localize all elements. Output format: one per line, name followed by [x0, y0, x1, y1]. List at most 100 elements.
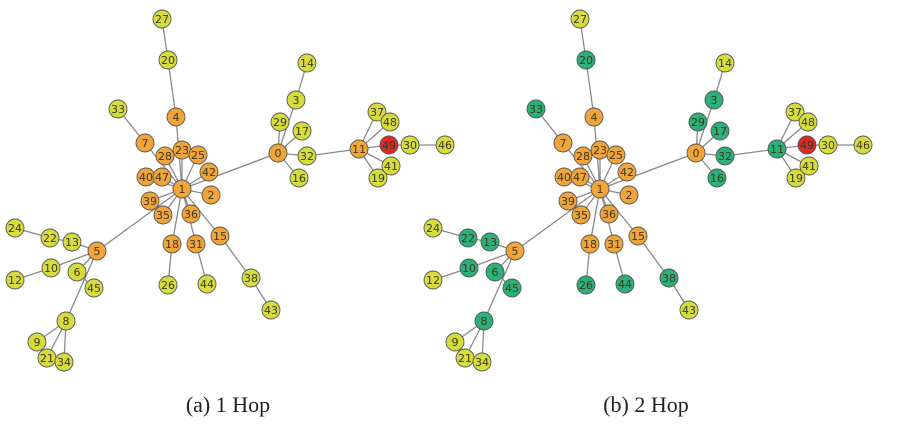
node-circle-42: [617, 162, 637, 182]
node-49: 49: [797, 135, 817, 155]
node-25: 25: [606, 145, 626, 165]
node-26: 26: [576, 275, 596, 295]
node-circle-19: [786, 168, 806, 188]
node-33: 33: [526, 99, 546, 119]
node-label-49: 49: [382, 139, 396, 152]
node-circle-35: [153, 205, 173, 225]
node-label-0: 0: [693, 147, 700, 160]
node-label-12: 12: [8, 274, 22, 287]
node-label-22: 22: [43, 232, 57, 245]
node-12: 12: [5, 270, 25, 290]
node-label-35: 35: [156, 209, 170, 222]
node-circle-0: [686, 143, 706, 163]
node-10: 10: [41, 258, 61, 278]
node-5: 5: [505, 241, 525, 261]
node-47: 47: [152, 167, 172, 187]
node-circle-48: [380, 112, 400, 132]
node-label-25: 25: [191, 149, 205, 162]
node-label-41: 41: [802, 160, 816, 173]
node-5: 5: [87, 241, 107, 261]
node-46: 46: [853, 135, 873, 155]
node-43: 43: [679, 300, 699, 320]
node-circle-30: [818, 135, 838, 155]
node-label-44: 44: [200, 278, 214, 291]
node-label-43: 43: [682, 304, 696, 317]
node-36: 36: [599, 204, 619, 224]
node-24: 24: [5, 218, 25, 238]
node-49: 49: [379, 135, 399, 155]
edge-1-0: [181, 152, 279, 190]
node-circle-8: [56, 311, 76, 331]
node-1: 1: [172, 179, 192, 199]
node-23: 23: [590, 140, 610, 160]
node-label-42: 42: [202, 166, 216, 179]
node-40: 40: [554, 167, 574, 187]
node-19: 19: [786, 168, 806, 188]
node-45: 45: [84, 278, 104, 298]
node-circle-9: [27, 332, 47, 352]
node-circle-43: [261, 300, 281, 320]
node-label-41: 41: [384, 160, 398, 173]
panel-b-graph: 01 23456789101112131415161718192021222324…: [423, 9, 873, 372]
node-circle-26: [158, 275, 178, 295]
node-20: 20: [576, 50, 596, 70]
node-label-38: 38: [244, 272, 258, 285]
node-label-21: 21: [458, 352, 472, 365]
node-12: 12: [423, 270, 443, 290]
node-label-19: 19: [789, 172, 803, 185]
node-44: 44: [197, 274, 217, 294]
node-circle-11: [767, 139, 787, 159]
node-label-23: 23: [175, 144, 189, 157]
node-circle-45: [502, 278, 522, 298]
node-label-1: 1: [179, 183, 186, 196]
node-label-14: 14: [300, 57, 314, 70]
node-circle-46: [435, 135, 455, 155]
node-label-3: 3: [293, 94, 300, 107]
node-circle-17: [710, 121, 730, 141]
node-3: 3: [286, 90, 306, 110]
node-label-34: 34: [475, 356, 489, 369]
node-circle-17: [292, 121, 312, 141]
node-2: 2: [619, 185, 639, 205]
node-23: 23: [172, 140, 192, 160]
node-label-13: 13: [65, 236, 79, 249]
node-38: 38: [241, 268, 261, 288]
node-34: 34: [472, 352, 492, 372]
node-18: 18: [580, 234, 600, 254]
node-circle-3: [704, 90, 724, 110]
node-label-28: 28: [158, 150, 172, 163]
node-label-21: 21: [40, 352, 54, 365]
node-4: 4: [584, 107, 604, 127]
node-label-33: 33: [111, 103, 125, 116]
caption-b: (b) 2 Hop: [603, 392, 689, 417]
node-label-18: 18: [583, 238, 597, 251]
node-label-36: 36: [602, 208, 616, 221]
node-circle-12: [423, 270, 443, 290]
node-19: 19: [368, 168, 388, 188]
node-label-17: 17: [295, 125, 309, 138]
node-circle-9: [445, 332, 465, 352]
node-circle-11: [349, 139, 369, 159]
node-label-30: 30: [821, 139, 835, 152]
node-label-27: 27: [155, 13, 169, 26]
node-circle-36: [181, 204, 201, 224]
panel-a-graph: 01 23456789101112131415161718192021222324…: [5, 9, 455, 372]
node-18: 18: [162, 234, 182, 254]
node-label-9: 9: [34, 336, 41, 349]
node-label-13: 13: [483, 236, 497, 249]
node-21: 21: [37, 348, 57, 368]
node-circle-1: [590, 179, 610, 199]
node-label-2: 2: [626, 189, 633, 202]
node-label-30: 30: [403, 139, 417, 152]
node-48: 48: [380, 112, 400, 132]
node-label-29: 29: [691, 116, 705, 129]
edge-1-15: [599, 188, 639, 237]
node-label-4: 4: [173, 111, 180, 124]
node-circle-38: [659, 268, 679, 288]
node-circle-36: [599, 204, 619, 224]
node-11: 11: [767, 139, 787, 159]
node-label-38: 38: [662, 272, 676, 285]
node-47: 47: [570, 167, 590, 187]
node-label-49: 49: [800, 139, 814, 152]
